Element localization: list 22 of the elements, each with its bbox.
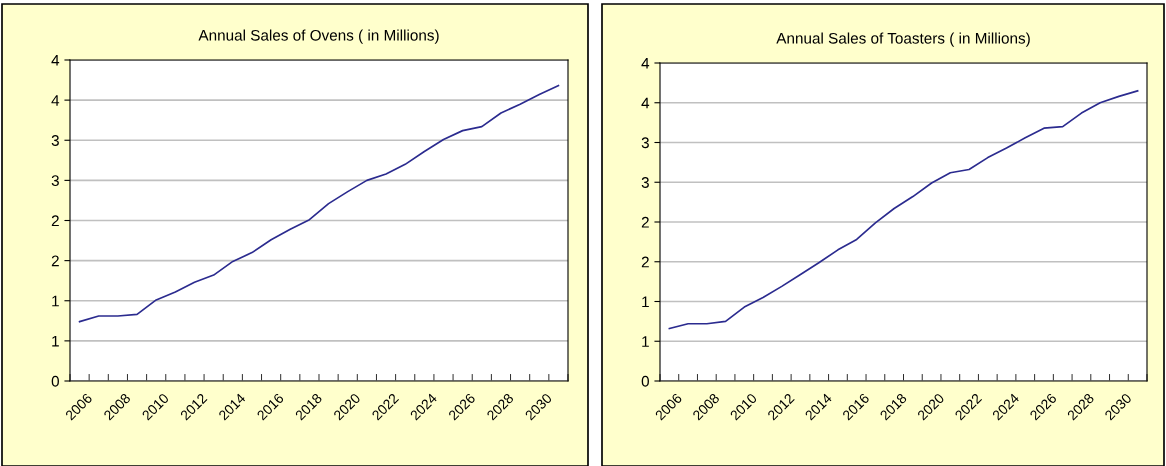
y-tick-label: 2	[51, 215, 59, 227]
y-tick-label: 4	[51, 55, 60, 66]
y-tick-label: 0	[641, 375, 649, 387]
y-tick-label: 0	[51, 375, 59, 387]
y-tick-label: 1	[642, 336, 649, 347]
y-tick-label: 4	[641, 58, 650, 69]
y-tick-label: 2	[641, 216, 649, 228]
y-tick-label: 4	[641, 97, 650, 109]
y-tick-label: 3	[641, 137, 649, 149]
y-tick-label: 3	[51, 175, 59, 187]
line-series	[78, 84, 560, 323]
chart-title: Annual Sales of Toasters ( in Millions)	[776, 32, 1030, 47]
line-series	[668, 89, 1139, 330]
y-tick-label: 4	[51, 95, 60, 106]
y-tick-label: 1	[642, 296, 649, 308]
y-tick-label: 1	[52, 295, 59, 307]
chart-title: Annual Sales of Ovens ( in Millions)	[198, 29, 439, 44]
y-tick-label: 2	[51, 255, 59, 267]
y-tick-label: 3	[641, 177, 649, 188]
y-tick-label: 1	[52, 335, 59, 347]
y-tick-label: 3	[51, 135, 59, 146]
y-tick-label: 2	[641, 256, 649, 268]
